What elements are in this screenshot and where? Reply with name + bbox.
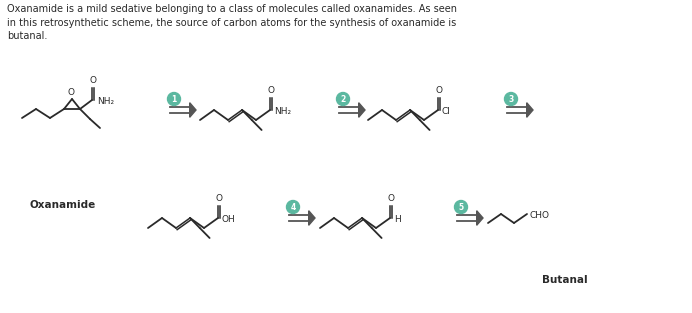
Text: O: O — [268, 86, 275, 95]
Circle shape — [504, 93, 518, 105]
Polygon shape — [358, 103, 365, 117]
Text: O: O — [68, 88, 75, 97]
Polygon shape — [309, 211, 315, 225]
Circle shape — [286, 201, 300, 213]
Circle shape — [455, 201, 468, 213]
Polygon shape — [477, 211, 483, 225]
Circle shape — [167, 93, 181, 105]
Text: 5: 5 — [458, 203, 464, 212]
Text: 1: 1 — [172, 95, 176, 104]
Text: O: O — [388, 194, 394, 203]
Text: OH: OH — [222, 214, 236, 223]
Text: Oxanamide is a mild sedative belonging to a class of molecules called oxanamides: Oxanamide is a mild sedative belonging t… — [7, 4, 457, 41]
Text: O: O — [89, 76, 96, 85]
Circle shape — [336, 93, 349, 105]
Text: Cl: Cl — [442, 106, 451, 115]
Text: 4: 4 — [291, 203, 295, 212]
Text: NH₂: NH₂ — [274, 106, 291, 115]
Text: CHO: CHO — [530, 211, 550, 219]
Text: O: O — [435, 86, 442, 95]
Text: Oxanamide: Oxanamide — [30, 200, 96, 210]
Text: 2: 2 — [340, 95, 345, 104]
Text: 3: 3 — [509, 95, 513, 104]
Text: O: O — [215, 194, 223, 203]
Polygon shape — [527, 103, 533, 117]
Text: Butanal: Butanal — [543, 275, 588, 285]
Polygon shape — [190, 103, 196, 117]
Text: H: H — [394, 214, 401, 223]
Text: NH₂: NH₂ — [97, 96, 114, 105]
